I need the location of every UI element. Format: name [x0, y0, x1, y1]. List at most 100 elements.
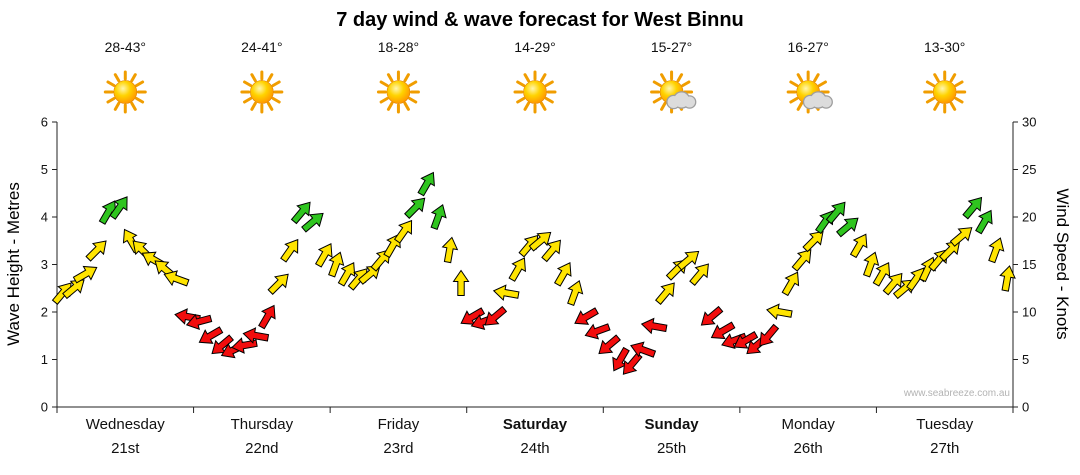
wind-arrow-shape	[72, 265, 98, 284]
wind-arrow	[574, 307, 599, 325]
wind-arrow-shape	[290, 201, 311, 225]
wind-arrow	[836, 217, 859, 238]
sun-ray	[813, 73, 820, 83]
sun-ray	[135, 97, 145, 104]
sun-ray	[660, 101, 667, 111]
wind-arrow-shape	[314, 242, 333, 268]
wind-arrow	[710, 321, 736, 340]
sun-icon	[376, 70, 420, 114]
right-tick-label: 5	[1022, 352, 1029, 367]
wind-arrow-shape	[460, 307, 486, 325]
wind-arrow	[700, 305, 724, 326]
wind-arrow	[72, 265, 98, 284]
right-tick-label: 10	[1022, 305, 1036, 320]
wind-arrow-shape	[676, 250, 700, 271]
wind-arrow	[337, 261, 356, 287]
wind-arrow	[85, 240, 107, 262]
sun-ray	[516, 80, 526, 87]
wind-arrow	[267, 273, 289, 295]
sun-icon	[513, 70, 557, 114]
wind-arrow	[417, 171, 435, 197]
wind-arrow-shape	[417, 171, 435, 197]
wind-arrow	[825, 201, 846, 225]
wind-arrow	[62, 279, 85, 300]
wind-arrow	[430, 203, 447, 231]
day-date-label: 22nd	[245, 440, 278, 457]
wind-arrow	[484, 305, 508, 326]
wind-arrow-shape	[337, 261, 356, 287]
left-tick-label: 0	[41, 400, 48, 415]
wind-arrow	[598, 334, 621, 355]
day-temp-label: 28-43°	[105, 39, 146, 55]
sun-ray	[817, 80, 827, 87]
sun-ray	[789, 80, 799, 87]
wind-arrow	[290, 201, 311, 225]
sun-ray	[403, 101, 410, 111]
wind-arrow-shape	[802, 230, 824, 253]
watermark: www.seabreeze.com.au	[903, 388, 1010, 399]
wind-arrow-shape	[393, 219, 413, 244]
sun-ray	[652, 97, 662, 104]
sun-disc	[386, 80, 411, 104]
sun-ray	[386, 73, 394, 83]
wind-arrow	[541, 239, 561, 263]
wind-arrow	[163, 270, 190, 287]
left-tick-label: 6	[41, 115, 48, 130]
day-name-label: Tuesday	[916, 416, 973, 433]
wind-arrow-shape	[185, 313, 213, 331]
day-date-label: 26th	[794, 440, 823, 457]
wind-arrow-shape	[541, 239, 561, 263]
day-temp-label: 15-27°	[651, 39, 692, 55]
sun-disc	[932, 80, 957, 104]
day-temp-label: 14-29°	[514, 39, 555, 55]
wind-arrow	[508, 257, 526, 282]
sun-ray	[106, 97, 116, 104]
wind-arrow	[314, 242, 333, 268]
sun-disc	[523, 80, 547, 104]
wind-arrow	[280, 238, 299, 263]
wind-arrow-shape	[598, 334, 621, 355]
wind-arrow-shape	[949, 227, 973, 247]
wind-arrow-shape	[258, 304, 276, 330]
wind-arrow	[109, 196, 128, 220]
wind-arrow	[882, 272, 903, 296]
wind-arrow	[999, 265, 1016, 292]
sun-ray	[243, 97, 253, 104]
day-date-label: 24th	[520, 440, 549, 457]
wind-arrow	[655, 282, 675, 305]
right-tick-label: 20	[1022, 210, 1036, 225]
wind-arrow	[689, 263, 709, 286]
sun-ray	[243, 80, 253, 87]
wind-arrow-shape	[109, 196, 128, 220]
left-tick-label: 3	[41, 257, 48, 272]
sun-disc	[113, 80, 138, 104]
wind-arrow	[258, 304, 276, 330]
left-tick-label: 2	[41, 305, 48, 320]
sun-icon	[240, 70, 284, 114]
day-temp-label: 18-28°	[378, 39, 419, 55]
day-temp-label: 13-30°	[924, 39, 965, 55]
sun-ray	[408, 80, 418, 87]
sun-ray	[266, 101, 274, 111]
wind-arrow-shape	[622, 352, 643, 375]
right-tick-label: 15	[1022, 257, 1036, 272]
page-title: 7 day wind & wave forecast for West Binn…	[336, 9, 744, 31]
sun-ray	[271, 97, 281, 104]
wind-arrow-shape	[862, 251, 880, 278]
wind-arrow	[553, 261, 572, 287]
sun-ray	[266, 73, 274, 83]
sun-ray	[130, 73, 137, 83]
wind-arrow	[198, 326, 224, 344]
sun-ray	[676, 73, 684, 83]
sun-ray	[386, 101, 394, 111]
wind-arrow	[528, 231, 552, 252]
wind-arrow-shape	[836, 217, 859, 238]
wind-arrow	[872, 261, 891, 287]
wind-arrow-shape	[430, 203, 447, 231]
day-name-label: Thursday	[231, 416, 294, 433]
wind-arrow	[567, 279, 584, 307]
wind-arrow-shape	[700, 305, 724, 326]
wind-arrow	[791, 249, 812, 272]
wind-arrow-shape	[301, 212, 324, 233]
day-date-label: 23rd	[383, 440, 413, 457]
